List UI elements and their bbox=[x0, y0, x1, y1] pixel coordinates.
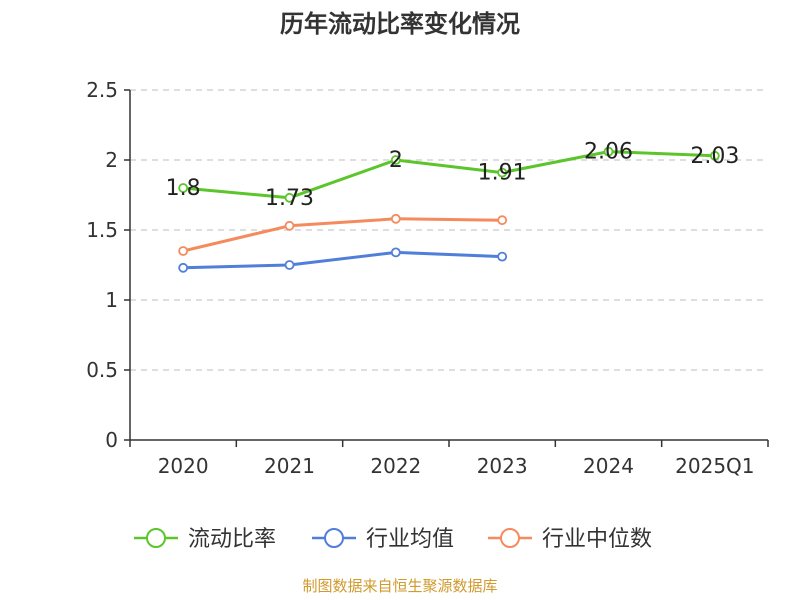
legend-label: 流动比率 bbox=[188, 527, 276, 552]
data-point[interactable] bbox=[284, 260, 295, 270]
legend-label: 行业中位数 bbox=[542, 527, 652, 552]
data-source-note: 制图数据来自恒生聚源数据库 bbox=[302, 577, 497, 595]
y-tick-label: 1 bbox=[105, 288, 118, 312]
series-line bbox=[182, 217, 503, 253]
series-1 bbox=[178, 247, 508, 273]
data-label: 1.73 bbox=[265, 186, 314, 211]
legend[interactable]: 流动比率 行业均值 行业中位数 bbox=[134, 527, 652, 552]
data-point[interactable] bbox=[284, 192, 295, 203]
data-point[interactable] bbox=[603, 146, 614, 157]
legend-item[interactable]: 行业中位数 bbox=[488, 527, 652, 552]
data-point[interactable] bbox=[178, 183, 189, 193]
legend-marker-icon bbox=[324, 528, 344, 548]
data-label: 1.8 bbox=[166, 176, 201, 201]
data-point[interactable] bbox=[284, 220, 295, 231]
data-point[interactable] bbox=[390, 155, 401, 165]
data-point[interactable] bbox=[497, 215, 508, 226]
y-tick-label: 1.5 bbox=[86, 218, 118, 242]
axes bbox=[124, 89, 769, 447]
x-tick-label: 2025Q1 bbox=[675, 454, 754, 478]
data-point[interactable] bbox=[709, 150, 720, 161]
data-label: 1.91 bbox=[478, 161, 527, 186]
data-point[interactable] bbox=[178, 262, 189, 273]
data-point[interactable] bbox=[390, 247, 401, 258]
grid-lines bbox=[130, 89, 768, 371]
data-point[interactable] bbox=[497, 251, 508, 262]
data-point[interactable] bbox=[178, 246, 189, 256]
x-tick-label: 2021 bbox=[264, 454, 315, 478]
chart-title: 历年流动比率变化情况 bbox=[280, 10, 520, 38]
y-tick-label: 2 bbox=[105, 148, 118, 172]
y-tick-label: 0.5 bbox=[86, 358, 118, 382]
x-tick-label: 2020 bbox=[158, 454, 209, 478]
x-tick-label: 2023 bbox=[477, 454, 528, 478]
x-tick-label: 2024 bbox=[583, 454, 634, 478]
y-tick-label: 2.5 bbox=[86, 78, 118, 102]
x-tick-label: 2022 bbox=[370, 454, 421, 478]
legend-item[interactable]: 流动比率 bbox=[134, 527, 276, 552]
series-0: 1.8 1.73 2 1.91 2.06 2.03 bbox=[166, 140, 740, 211]
series-group: 1.8 1.73 2 1.91 2.06 2.03 bbox=[166, 140, 740, 273]
data-point[interactable] bbox=[497, 167, 508, 178]
legend-marker-icon bbox=[146, 528, 166, 548]
series-2 bbox=[178, 213, 508, 256]
y-tick-label: 0 bbox=[105, 428, 118, 452]
x-axis-ticks: 2020 2021 2022 2023 2024 2025Q1 bbox=[158, 454, 755, 478]
data-point[interactable] bbox=[390, 213, 401, 224]
data-label: 2.06 bbox=[584, 140, 633, 165]
series-line bbox=[183, 250, 503, 270]
data-label: 2 bbox=[389, 148, 403, 173]
legend-item[interactable]: 行业均值 bbox=[312, 527, 454, 552]
legend-label: 行业均值 bbox=[366, 527, 454, 552]
legend-marker-icon bbox=[500, 528, 520, 548]
data-label: 2.03 bbox=[690, 144, 739, 169]
y-axis-ticks: 0 0.5 1 1.5 2 2.5 bbox=[86, 78, 118, 452]
series-line bbox=[183, 150, 715, 200]
